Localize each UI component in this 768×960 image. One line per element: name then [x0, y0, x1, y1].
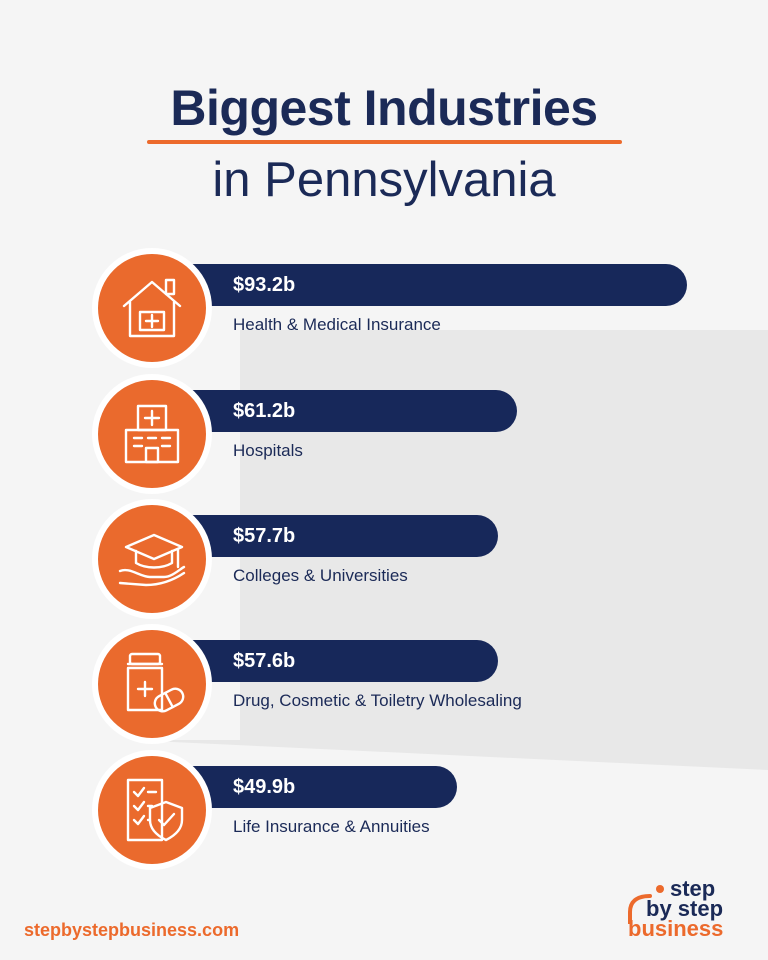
bar	[192, 264, 687, 306]
house-medical-icon	[122, 278, 182, 338]
logo-text-by-step: by step	[646, 896, 724, 921]
icon-badge	[98, 505, 206, 613]
medicine-bottle-pill-icon	[126, 652, 185, 713]
icon-badge	[98, 630, 206, 738]
category-label: Health & Medical Insurance	[233, 315, 441, 334]
icon-badge	[98, 756, 206, 864]
bar	[192, 766, 457, 808]
logo-text-business: business	[628, 916, 724, 941]
industry-row-colleges-universities: $57.7b Colleges & Universities	[0, 499, 768, 623]
category-label: Hospitals	[233, 441, 303, 460]
industry-row-health-medical-insurance: $93.2b Health & Medical Insurance	[0, 248, 768, 372]
value-label: $57.6b	[233, 650, 296, 672]
title-underline	[147, 140, 622, 144]
logo-mark-icon	[628, 894, 652, 924]
industry-row-life-insurance-annuities: $49.9b Life Insurance & Annuities	[0, 750, 768, 874]
value-label: $61.2b	[233, 400, 296, 422]
value-label: $49.9b	[233, 776, 296, 798]
logo-text-step: step	[670, 876, 716, 901]
title-line-1: Biggest Industries	[170, 80, 598, 136]
category-label: Drug, Cosmetic & Toiletry Wholesaling	[233, 691, 522, 710]
bar	[192, 390, 517, 432]
category-label: Life Insurance & Annuities	[233, 817, 430, 836]
value-label: $93.2b	[233, 274, 296, 296]
graduation-cap-hand-icon	[118, 533, 186, 587]
document-shield-icon	[126, 778, 184, 842]
industry-row-hospitals: $61.2b Hospitals	[0, 374, 768, 498]
logo-dot	[656, 885, 664, 893]
value-label: $57.7b	[233, 525, 296, 547]
bar	[192, 515, 498, 557]
website-url[interactable]: stepbystepbusiness.com	[24, 920, 240, 940]
industry-row-drug-cosmetic-toiletry-wholesaling: $57.6b Drug, Cosmetic & Toiletry Wholesal…	[0, 624, 768, 748]
bar	[192, 640, 498, 682]
hospital-building-icon	[124, 404, 180, 464]
icon-badge	[98, 254, 206, 362]
brand-logo: step by step business	[620, 876, 750, 942]
icon-badge	[98, 380, 206, 488]
category-label: Colleges & Universities	[233, 566, 408, 585]
title-line-2: in Pennsylvania	[212, 153, 556, 207]
